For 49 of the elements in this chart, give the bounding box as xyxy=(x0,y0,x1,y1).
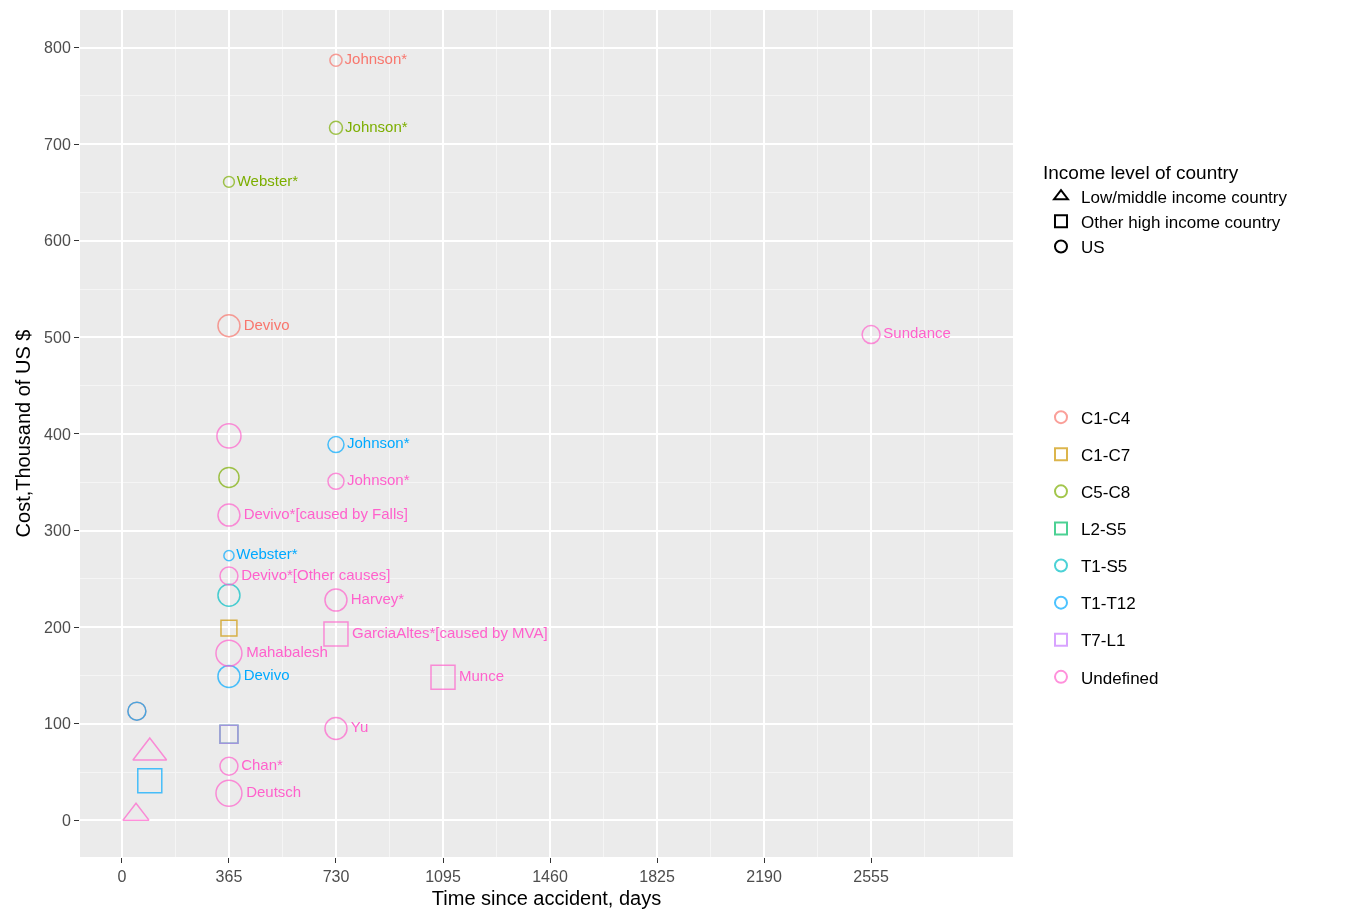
data-label: Webster* xyxy=(236,545,298,563)
y-tick-label: 0 xyxy=(61,811,71,829)
x-tick-label: 1460 xyxy=(532,868,568,886)
data-label: Devivo*[caused by Falls] xyxy=(243,504,408,522)
data-label: Harvey* xyxy=(350,589,405,607)
y-axis-title: Cost,Thousand of US $ xyxy=(11,329,34,538)
data-label: Devivo xyxy=(243,315,290,333)
data-label: Chan* xyxy=(241,755,284,773)
legend-label: Low/middle income country xyxy=(1080,187,1288,207)
x-tick-label: 1825 xyxy=(639,868,675,886)
legend-label: T7-L1 xyxy=(1080,631,1126,651)
data-label: Johnson* xyxy=(345,117,408,135)
legend-label: C1-C7 xyxy=(1080,445,1131,465)
x-tick-label: 1095 xyxy=(425,868,461,886)
legend-label: C1-C4 xyxy=(1080,408,1131,428)
data-label: Devivo xyxy=(243,666,290,684)
legend-label: US xyxy=(1080,238,1105,258)
data-label: Yu xyxy=(350,718,369,736)
legend-title: Income level of country xyxy=(1042,161,1239,183)
legend-label: T1-T12 xyxy=(1080,594,1136,614)
data-label: GarciaAltes*[caused by MVA] xyxy=(351,623,548,641)
y-tick-label: 700 xyxy=(44,135,71,153)
y-tick-label: 500 xyxy=(44,329,71,346)
y-tick-label: 400 xyxy=(44,425,71,443)
data-label: Mahabalesh xyxy=(246,642,328,660)
y-tick-label: 200 xyxy=(44,618,71,636)
data-label: Munce xyxy=(459,667,505,685)
y-tick-label: 300 xyxy=(44,522,71,540)
x-tick-label: 2555 xyxy=(853,868,889,886)
legend-label: T1-S5 xyxy=(1080,557,1128,577)
data-label: Webster* xyxy=(236,171,299,189)
data-label: Deutsch xyxy=(246,783,302,801)
x-tick-label: 2190 xyxy=(746,868,782,886)
x-tick-label: 365 xyxy=(215,868,243,886)
legend-label: C5-C8 xyxy=(1080,483,1131,502)
y-tick-label: 800 xyxy=(44,39,71,57)
x-axis-title: Time since accident, days xyxy=(431,886,662,909)
x-tick-label: 730 xyxy=(322,868,350,886)
legend-label: Undefined xyxy=(1080,668,1159,688)
data-label: Johnson* xyxy=(346,434,410,452)
data-label: Sundance xyxy=(883,324,951,342)
x-tick-label: 0 xyxy=(117,868,127,886)
y-tick-label: 100 xyxy=(44,715,71,733)
y-tick-label: 600 xyxy=(44,232,71,250)
data-label: Devivo*[Other causes] xyxy=(241,565,391,583)
legend-label: L2-S5 xyxy=(1080,520,1127,540)
data-label: Johnson* xyxy=(346,471,410,489)
legend-label: Other high income country xyxy=(1080,212,1281,232)
data-label: Johnson* xyxy=(344,49,408,67)
